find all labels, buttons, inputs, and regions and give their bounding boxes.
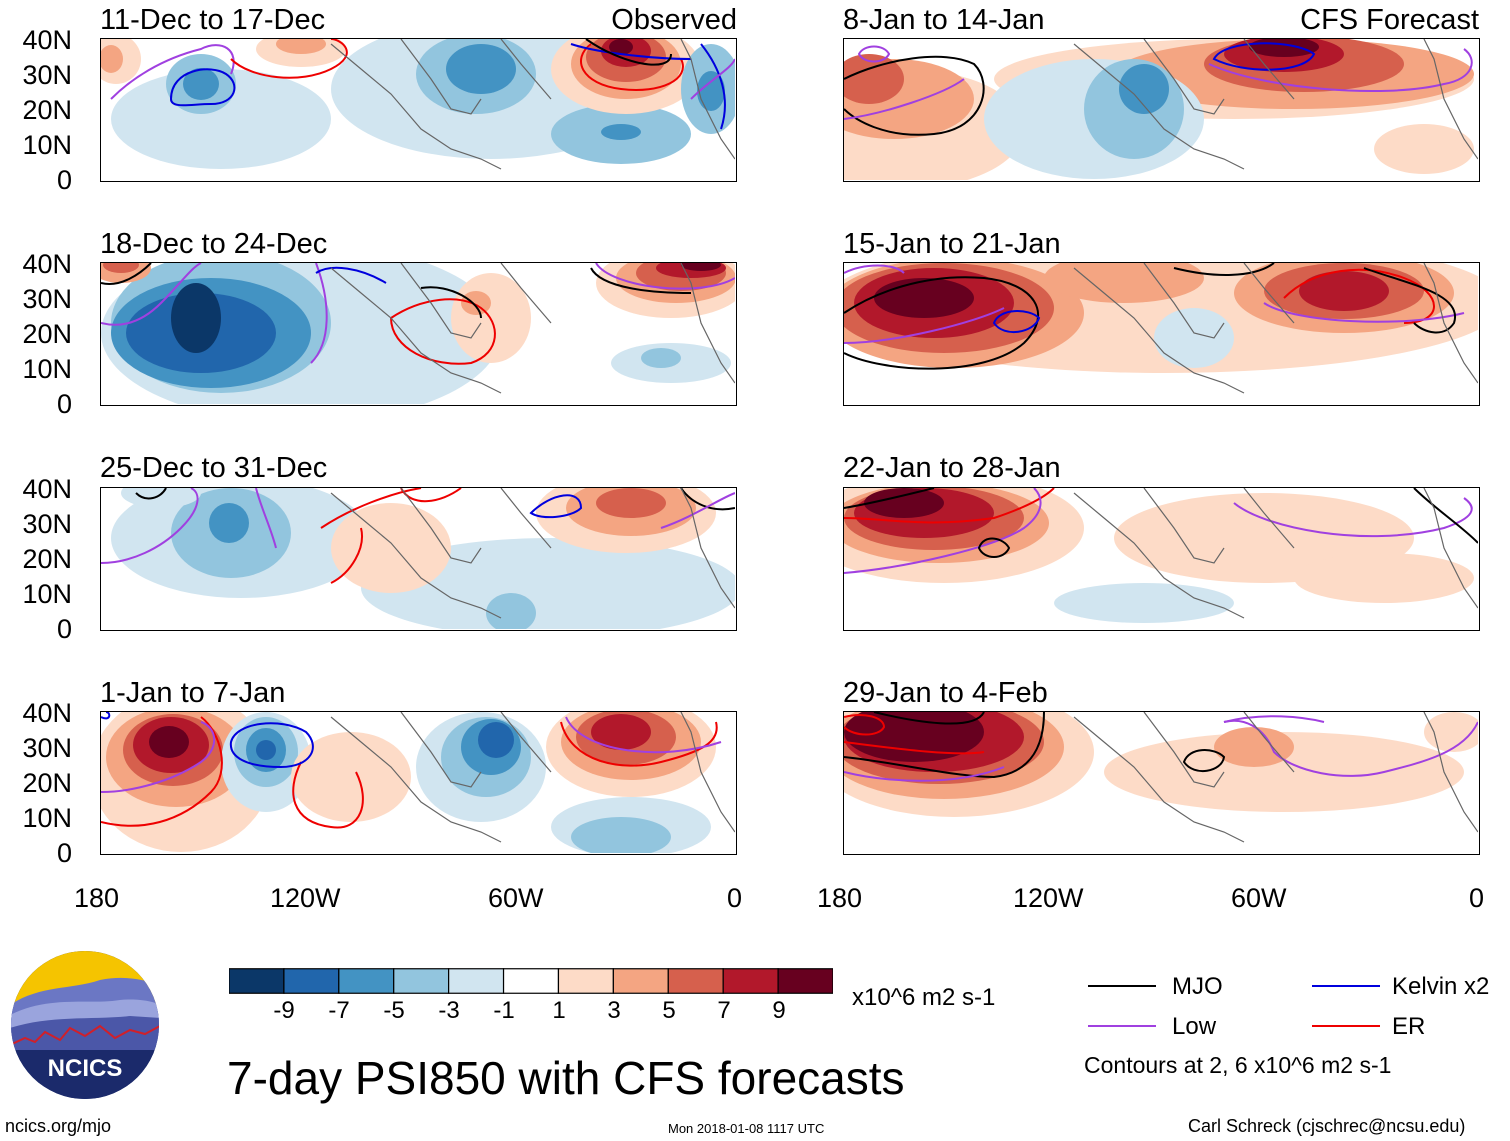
xlab: 60W: [1231, 883, 1287, 913]
ylab: 20N: [22, 319, 72, 349]
ylab: 10N: [22, 130, 72, 160]
colorbar-swatch: [448, 968, 505, 994]
footer-credit: Carl Schreck (cjschrec@ncsu.edu): [1188, 1116, 1466, 1136]
colorbar-swatch: [283, 968, 340, 994]
colorbar-tick-label: 3: [607, 997, 621, 1024]
colorbar-tick-label: -7: [328, 997, 350, 1024]
colorbar-tick-label: -3: [438, 997, 460, 1024]
colorbar: [228, 968, 834, 994]
colorbar-swatch: [393, 968, 450, 994]
contour-note: Contours at 2, 6 x10^6 m2 s-1: [1084, 1052, 1392, 1078]
footer-url[interactable]: ncics.org/mjo: [5, 1116, 112, 1136]
panel-title-l2: 18-Dec to 24-Dec: [100, 228, 328, 260]
ylab: 30N: [22, 509, 72, 539]
xlab: 180: [74, 883, 120, 913]
xlab: 60W: [488, 883, 544, 913]
colorbar-swatch: [722, 968, 779, 994]
figure-title: 7-day PSI850 with CFS forecasts: [227, 1052, 905, 1104]
panel-title-l1: 11-Dec to 17-Dec: [100, 4, 326, 36]
map-panel-r1: [843, 38, 1480, 182]
map-panel-l1: [100, 38, 737, 182]
legend-label-kelvin: Kelvin x2: [1392, 973, 1490, 1000]
xlab: 120W: [270, 883, 341, 913]
colorbar-swatch: [338, 968, 395, 994]
ylab: 20N: [22, 544, 72, 574]
ncics-logo: NCICS: [10, 950, 160, 1100]
legend-line-kelvin: [1312, 985, 1380, 987]
ylab: 20N: [22, 95, 72, 125]
colorbar-swatch: [667, 968, 724, 994]
colorbar-tick-label: -5: [383, 997, 405, 1024]
ylab: 20N: [22, 768, 72, 798]
map-panel-l4: [100, 711, 737, 855]
ylab: 30N: [22, 733, 72, 763]
ylab: 0: [56, 838, 72, 868]
colorbar-tick-label: -9: [273, 997, 295, 1024]
xlab: 180: [817, 883, 863, 913]
ylab: 30N: [22, 284, 72, 314]
map-panel-r4: [843, 711, 1480, 855]
ylab: 10N: [22, 579, 72, 609]
map-panel-l3: [100, 487, 737, 631]
colorbar-tick-label: 5: [662, 997, 676, 1024]
legend-label-er: ER: [1392, 1013, 1426, 1040]
ylab: 40N: [22, 698, 72, 728]
ylab: 10N: [22, 354, 72, 384]
ylab: 0: [56, 614, 72, 644]
ylab: 0: [56, 165, 72, 195]
panel-title-r4: 29-Jan to 4-Feb: [843, 677, 1048, 709]
legend-line-mjo: [1088, 985, 1156, 987]
legend-label-low: Low: [1172, 1013, 1217, 1040]
cfs-forecast-tag: CFS Forecast: [1300, 4, 1479, 36]
ylab: 40N: [22, 25, 72, 55]
colorbar-tick-label: 1: [552, 997, 566, 1024]
xlab: 120W: [1013, 883, 1084, 913]
colorbar-tick-label: 9: [772, 997, 786, 1024]
legend-label-mjo: MJO: [1172, 973, 1223, 1000]
xlab: 0: [727, 883, 743, 913]
ylab: 40N: [22, 474, 72, 504]
map-panel-l2: [100, 262, 737, 406]
colorbar-swatch: [557, 968, 614, 994]
panel-title-r2: 15-Jan to 21-Jan: [843, 228, 1061, 260]
colorbar-swatch: [228, 968, 285, 994]
footer-timestamp: Mon 2018-01-08 1117 UTC: [668, 1121, 825, 1136]
panel-title-l3: 25-Dec to 31-Dec: [100, 452, 328, 484]
legend-line-low: [1088, 1025, 1156, 1027]
ylab: 40N: [22, 249, 72, 279]
map-panel-r2: [843, 262, 1480, 406]
ylab: 30N: [22, 60, 72, 90]
xlab: 0: [1469, 883, 1485, 913]
colorbar-swatch: [777, 968, 834, 994]
ylab: 0: [56, 389, 72, 419]
panel-title-r1: 8-Jan to 14-Jan: [843, 4, 1045, 36]
legend-line-er: [1312, 1025, 1380, 1027]
panel-title-l4: 1-Jan to 7-Jan: [100, 677, 286, 709]
colorbar-tick-label: 7: [717, 997, 731, 1024]
colorbar-units: x10^6 m2 s-1: [852, 984, 996, 1011]
ylab: 10N: [22, 803, 72, 833]
map-panel-r3: [843, 487, 1480, 631]
colorbar-tick-label: -1: [493, 997, 515, 1024]
logo-text: NCICS: [48, 1055, 123, 1082]
panel-title-r3: 22-Jan to 28-Jan: [843, 452, 1061, 484]
colorbar-swatch: [502, 968, 560, 994]
colorbar-swatch: [612, 968, 669, 994]
observed-tag: Observed: [611, 4, 737, 36]
